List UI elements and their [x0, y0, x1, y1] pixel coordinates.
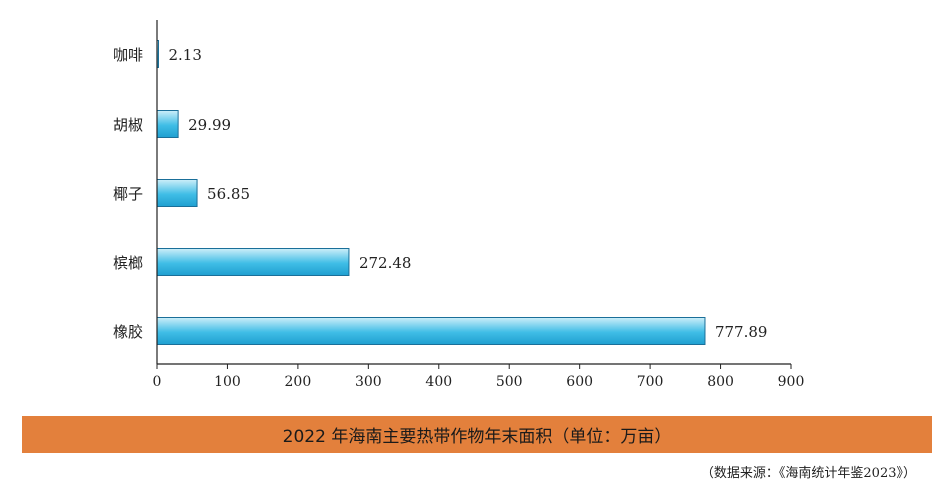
category-label: 椰子 — [113, 185, 143, 203]
x-tick-label: 800 — [707, 374, 734, 390]
category-label: 胡椒 — [113, 116, 143, 134]
x-tick-label: 200 — [285, 374, 312, 390]
value-label: 2.13 — [169, 46, 202, 64]
x-tick-label: 400 — [425, 374, 452, 390]
bar-chart: 咖啡 2.13 胡椒 29.99 椰子 56.85 槟榔 272.48 橡胶 777.89 0 10… — [113, 20, 805, 390]
category-label: 橡胶 — [113, 323, 143, 341]
value-label: 56.85 — [207, 185, 250, 203]
value-label: 272.48 — [359, 254, 412, 272]
chart-title-band: 2022 年海南主要热带作物年末面积（单位：万亩） — [22, 416, 932, 453]
value-label: 29.99 — [188, 116, 231, 134]
x-tick-label: 500 — [496, 374, 523, 390]
bar-5 — [156, 317, 706, 345]
bar-4 — [156, 248, 350, 276]
data-source-note: （数据来源：《海南统计年鉴2023》） — [700, 466, 916, 481]
x-tick-label: 700 — [637, 374, 664, 390]
x-tick-label: 900 — [778, 374, 805, 390]
x-tick-label: 100 — [214, 374, 241, 390]
x-tick-label: 600 — [566, 374, 593, 390]
x-tick-label: 300 — [355, 374, 382, 390]
bar-3 — [156, 179, 198, 207]
bar-2 — [156, 110, 179, 138]
x-tick-label: 0 — [153, 374, 162, 390]
value-label: 777.89 — [715, 323, 768, 341]
category-label: 咖啡 — [113, 46, 143, 64]
chart-title: 2022 年海南主要热带作物年末面积（单位：万亩） — [282, 427, 672, 447]
category-label: 槟榔 — [113, 254, 143, 272]
